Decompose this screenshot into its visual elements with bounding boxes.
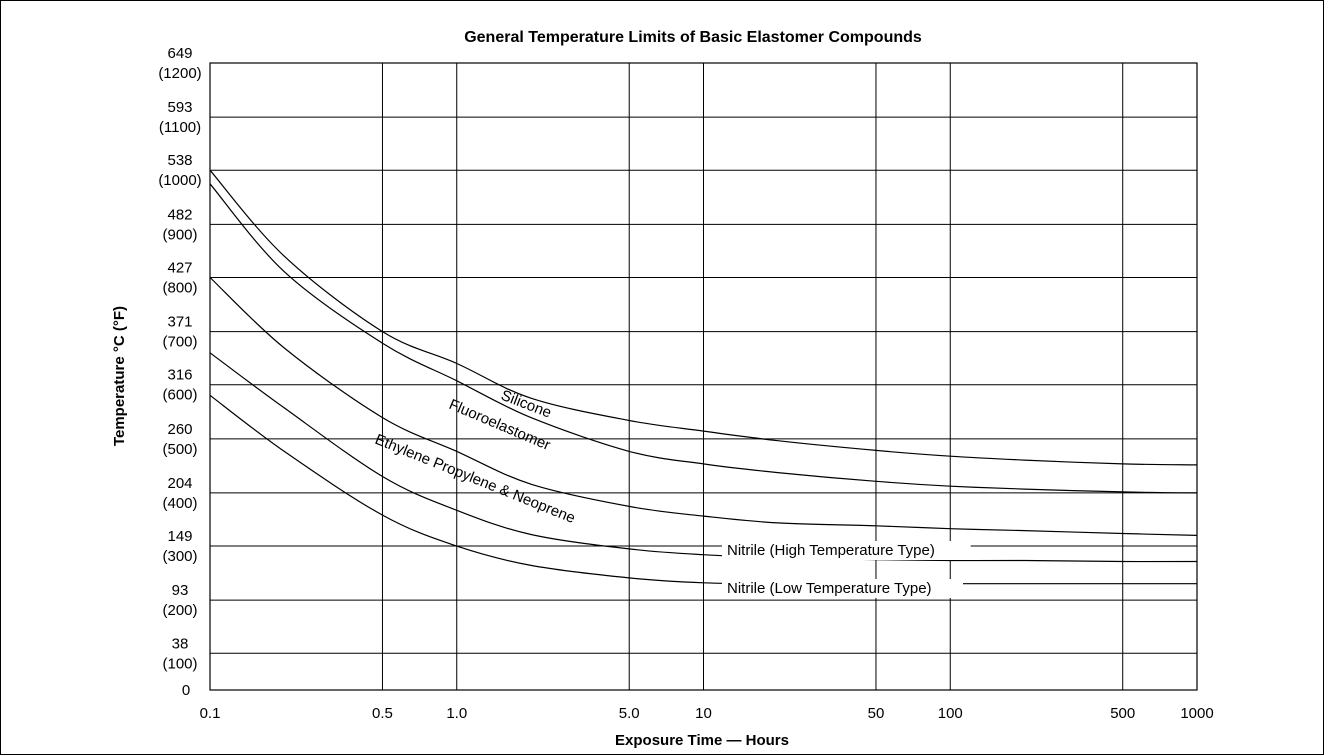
x-tick-label: 10 — [695, 705, 712, 722]
y-tick-label-celsius: 149 — [167, 528, 192, 545]
curve-label: Nitrile (High Temperature Type) — [727, 542, 935, 559]
y-tick-label-fahrenheit: (800) — [162, 279, 197, 296]
x-tick-label: 500 — [1110, 705, 1135, 722]
x-tick-label: 5.0 — [619, 705, 640, 722]
x-tick-label: 100 — [938, 705, 963, 722]
y-tick-label-fahrenheit: (200) — [162, 602, 197, 619]
series-line-5 — [209, 394, 1197, 585]
y-tick-label-fahrenheit: (300) — [162, 548, 197, 565]
chart-title: General Temperature Limits of Basic Elas… — [464, 29, 922, 46]
curve-label-background — [722, 579, 963, 598]
y-tick-label-celsius: 371 — [167, 314, 192, 331]
y-tick-label-fahrenheit: (100) — [162, 655, 197, 672]
series-line-3 — [209, 277, 1198, 536]
curve-label: Silicone — [499, 387, 554, 422]
x-tick-label: 50 — [868, 705, 885, 722]
y-tick-label-celsius: 316 — [167, 367, 192, 384]
y-tick-label-celsius: 427 — [167, 259, 192, 276]
x-tick-label: 1000 — [1180, 705, 1213, 722]
y-tick-label-celsius: 204 — [167, 475, 192, 492]
x-tick-label: 0.5 — [372, 705, 393, 722]
series-line-4 — [209, 352, 1198, 563]
y-tick-label-fahrenheit: (1200) — [158, 65, 201, 82]
y-tick-label-fahrenheit: (1100) — [159, 119, 201, 136]
series-line-2 — [209, 183, 1198, 494]
y-tick-label-celsius: 38 — [172, 635, 189, 652]
y-tick-label-fahrenheit: (900) — [162, 226, 197, 243]
y-axis-title: Temperature °C (°F) — [111, 306, 128, 446]
y-tick-label-fahrenheit: (700) — [162, 334, 197, 351]
x-axis-ticks: 0.1 0.5 1.0 5.0 10 50 100 500 1000 — [200, 705, 1214, 722]
series-line-1 — [209, 169, 1198, 466]
y-tick-label-fahrenheit: (400) — [162, 495, 197, 512]
y-tick-label-celsius: 538 — [167, 152, 192, 169]
y-tick-label-fahrenheit: (600) — [162, 387, 197, 404]
x-tick-label: 1.0 — [446, 705, 467, 722]
y-tick-label-fahrenheit: (1000) — [158, 172, 201, 189]
y-tick-label-celsius: 649 — [167, 45, 192, 62]
x-tick-label: 0.1 — [200, 705, 221, 722]
y-tick-label-celsius: 482 — [167, 206, 192, 223]
y-tick-label-celsius: 93 — [172, 582, 189, 599]
series-curves — [209, 169, 1198, 585]
y-axis-ticks: 649 (1200) 593 (1100) 538 (1000) 482 (900) 427 (8… — [158, 45, 201, 699]
x-axis-title: Exposure Time — Hours — [615, 732, 789, 749]
y-tick-label-celsius: 593 — [167, 99, 192, 116]
curve-label-background — [722, 541, 971, 560]
curve-label: Nitrile (Low Temperature Type) — [727, 580, 932, 597]
y-tick-label-celsius: 0 — [182, 682, 190, 699]
y-tick-label-celsius: 260 — [167, 421, 192, 438]
y-tick-label-fahrenheit: (500) — [162, 441, 197, 458]
grid-lines — [209, 62, 1198, 691]
